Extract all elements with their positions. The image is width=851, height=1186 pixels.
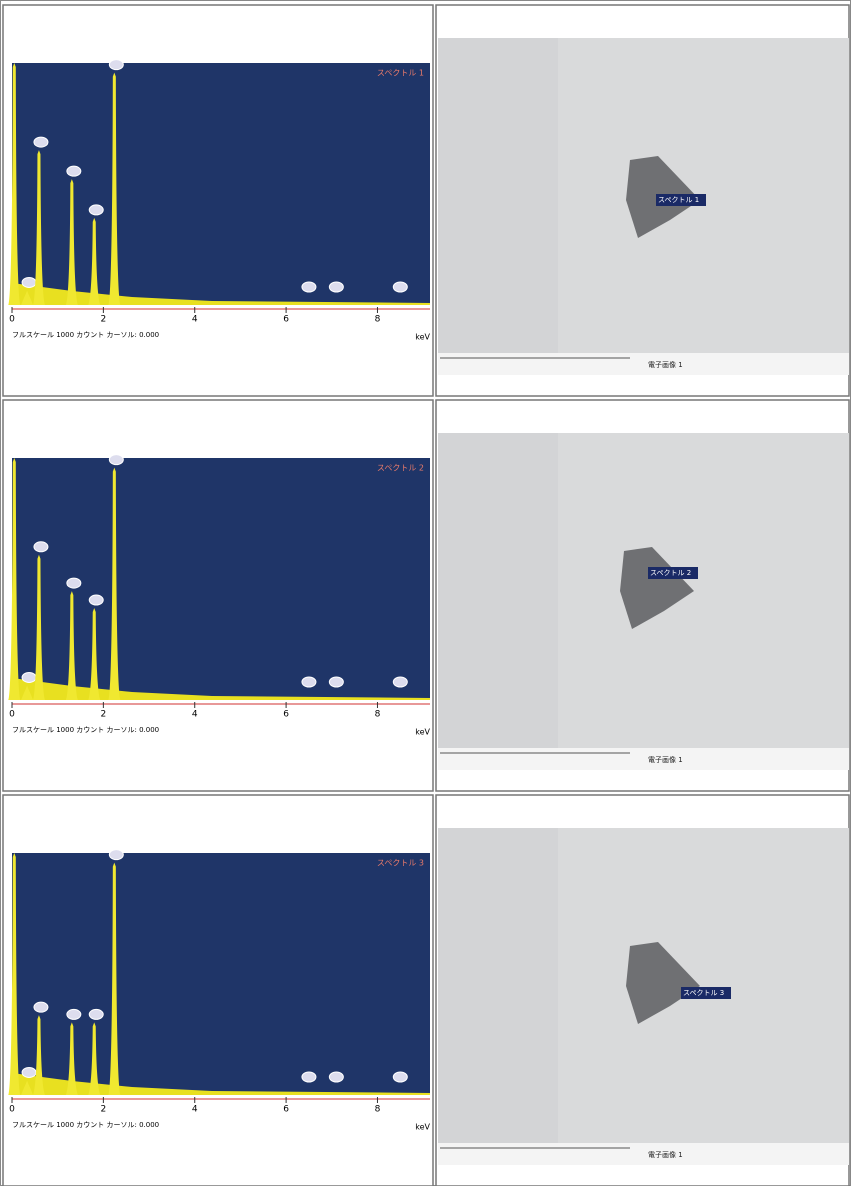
peak-label [21,276,37,288]
sem-image-shade [438,38,558,353]
spectrum-peak [88,217,101,305]
spectrum-title: スペクトル 2 [377,464,424,473]
caption-strip [438,748,849,770]
marker-label: スペクトル 3 [683,989,724,997]
peak-label [328,676,344,688]
peak-label [66,1008,82,1020]
peak-label [33,136,49,148]
caption-strip [438,1143,849,1165]
peak-label [88,204,104,216]
marker-box [656,194,706,206]
x-tick-label: 8 [375,1105,381,1115]
image-caption: 電子画像 1 [648,360,683,369]
spectrum-peak [88,1022,101,1095]
spectrum-plot [12,458,430,700]
x-tick-label: 6 [283,1105,289,1115]
image-caption: 電子画像 1 [648,755,683,764]
x-unit: keV [415,728,430,737]
x-tick-label: 2 [100,1105,106,1115]
caption-strip [438,353,849,375]
peak-label [392,676,408,688]
peak-label [33,1001,49,1013]
spectrum-plot [12,853,430,1095]
x-tick-label: 0 [9,315,15,325]
spectrum-peak [8,458,21,700]
marker-label: スペクトル 2 [650,569,691,577]
peak-label [108,849,124,861]
x-tick-label: 8 [375,710,381,720]
spectrum-footer: フルスケール 1000 カウント カーソル: 0.000 [12,331,159,339]
sem-image-shade [438,828,558,1143]
x-tick-label: 0 [9,710,15,720]
x-tick-label: 4 [192,315,198,325]
peak-label [33,541,49,553]
spectrum-peak [21,1080,34,1095]
peak-label [392,281,408,293]
marker-box [681,987,731,999]
spectrum-peak [108,72,121,306]
spectrum-peak [8,853,21,1095]
peak-label [21,671,37,683]
x-tick-label: 6 [283,315,289,325]
image-caption: 電子画像 1 [648,1150,683,1159]
peak-label [328,1071,344,1083]
spectrum-peak [21,685,34,700]
peak-label [328,281,344,293]
peak-label [108,454,124,466]
marker-label: スペクトル 1 [658,196,699,204]
x-tick-label: 0 [9,1105,15,1115]
x-tick-label: 2 [100,315,106,325]
spectrum-peak [108,862,121,1095]
particle [620,547,694,629]
spectrum-title: スペクトル 1 [377,69,424,78]
spectrum-plot [12,63,430,305]
spectrum-title: スペクトル 3 [377,859,424,868]
x-tick-label: 6 [283,710,289,720]
peak-label [301,676,317,688]
particle [626,942,700,1024]
x-tick-label: 8 [375,315,381,325]
x-unit: keV [415,333,430,342]
x-tick-label: 4 [192,710,198,720]
spectrum-footer: フルスケール 1000 カウント カーソル: 0.000 [12,726,159,734]
peak-label [392,1071,408,1083]
spectrum-peak [65,591,78,700]
peak-label [66,577,82,589]
spectrum-peak [8,63,21,305]
peak-label [66,165,82,177]
x-unit: keV [415,1123,430,1132]
peak-label [21,1066,37,1078]
peak-label [88,594,104,606]
spectrum-footer: フルスケール 1000 カウント カーソル: 0.000 [12,1121,159,1129]
marker-box [648,567,698,579]
spectrum-peak [32,554,45,700]
spectrum-peak [65,1022,78,1095]
spectrum-peak [21,290,34,305]
peak-label [108,59,124,71]
spectrum-peak [88,608,101,700]
peak-label [301,1071,317,1083]
spectrum-peak [108,467,121,700]
x-tick-label: 4 [192,1105,198,1115]
x-tick-label: 2 [100,710,106,720]
spectrum-peak [65,179,78,305]
peak-label [88,1008,104,1020]
sem-image-shade [438,433,558,748]
peak-label [301,281,317,293]
spectrum-peak [32,150,45,305]
spectrum-peak [32,1015,45,1095]
